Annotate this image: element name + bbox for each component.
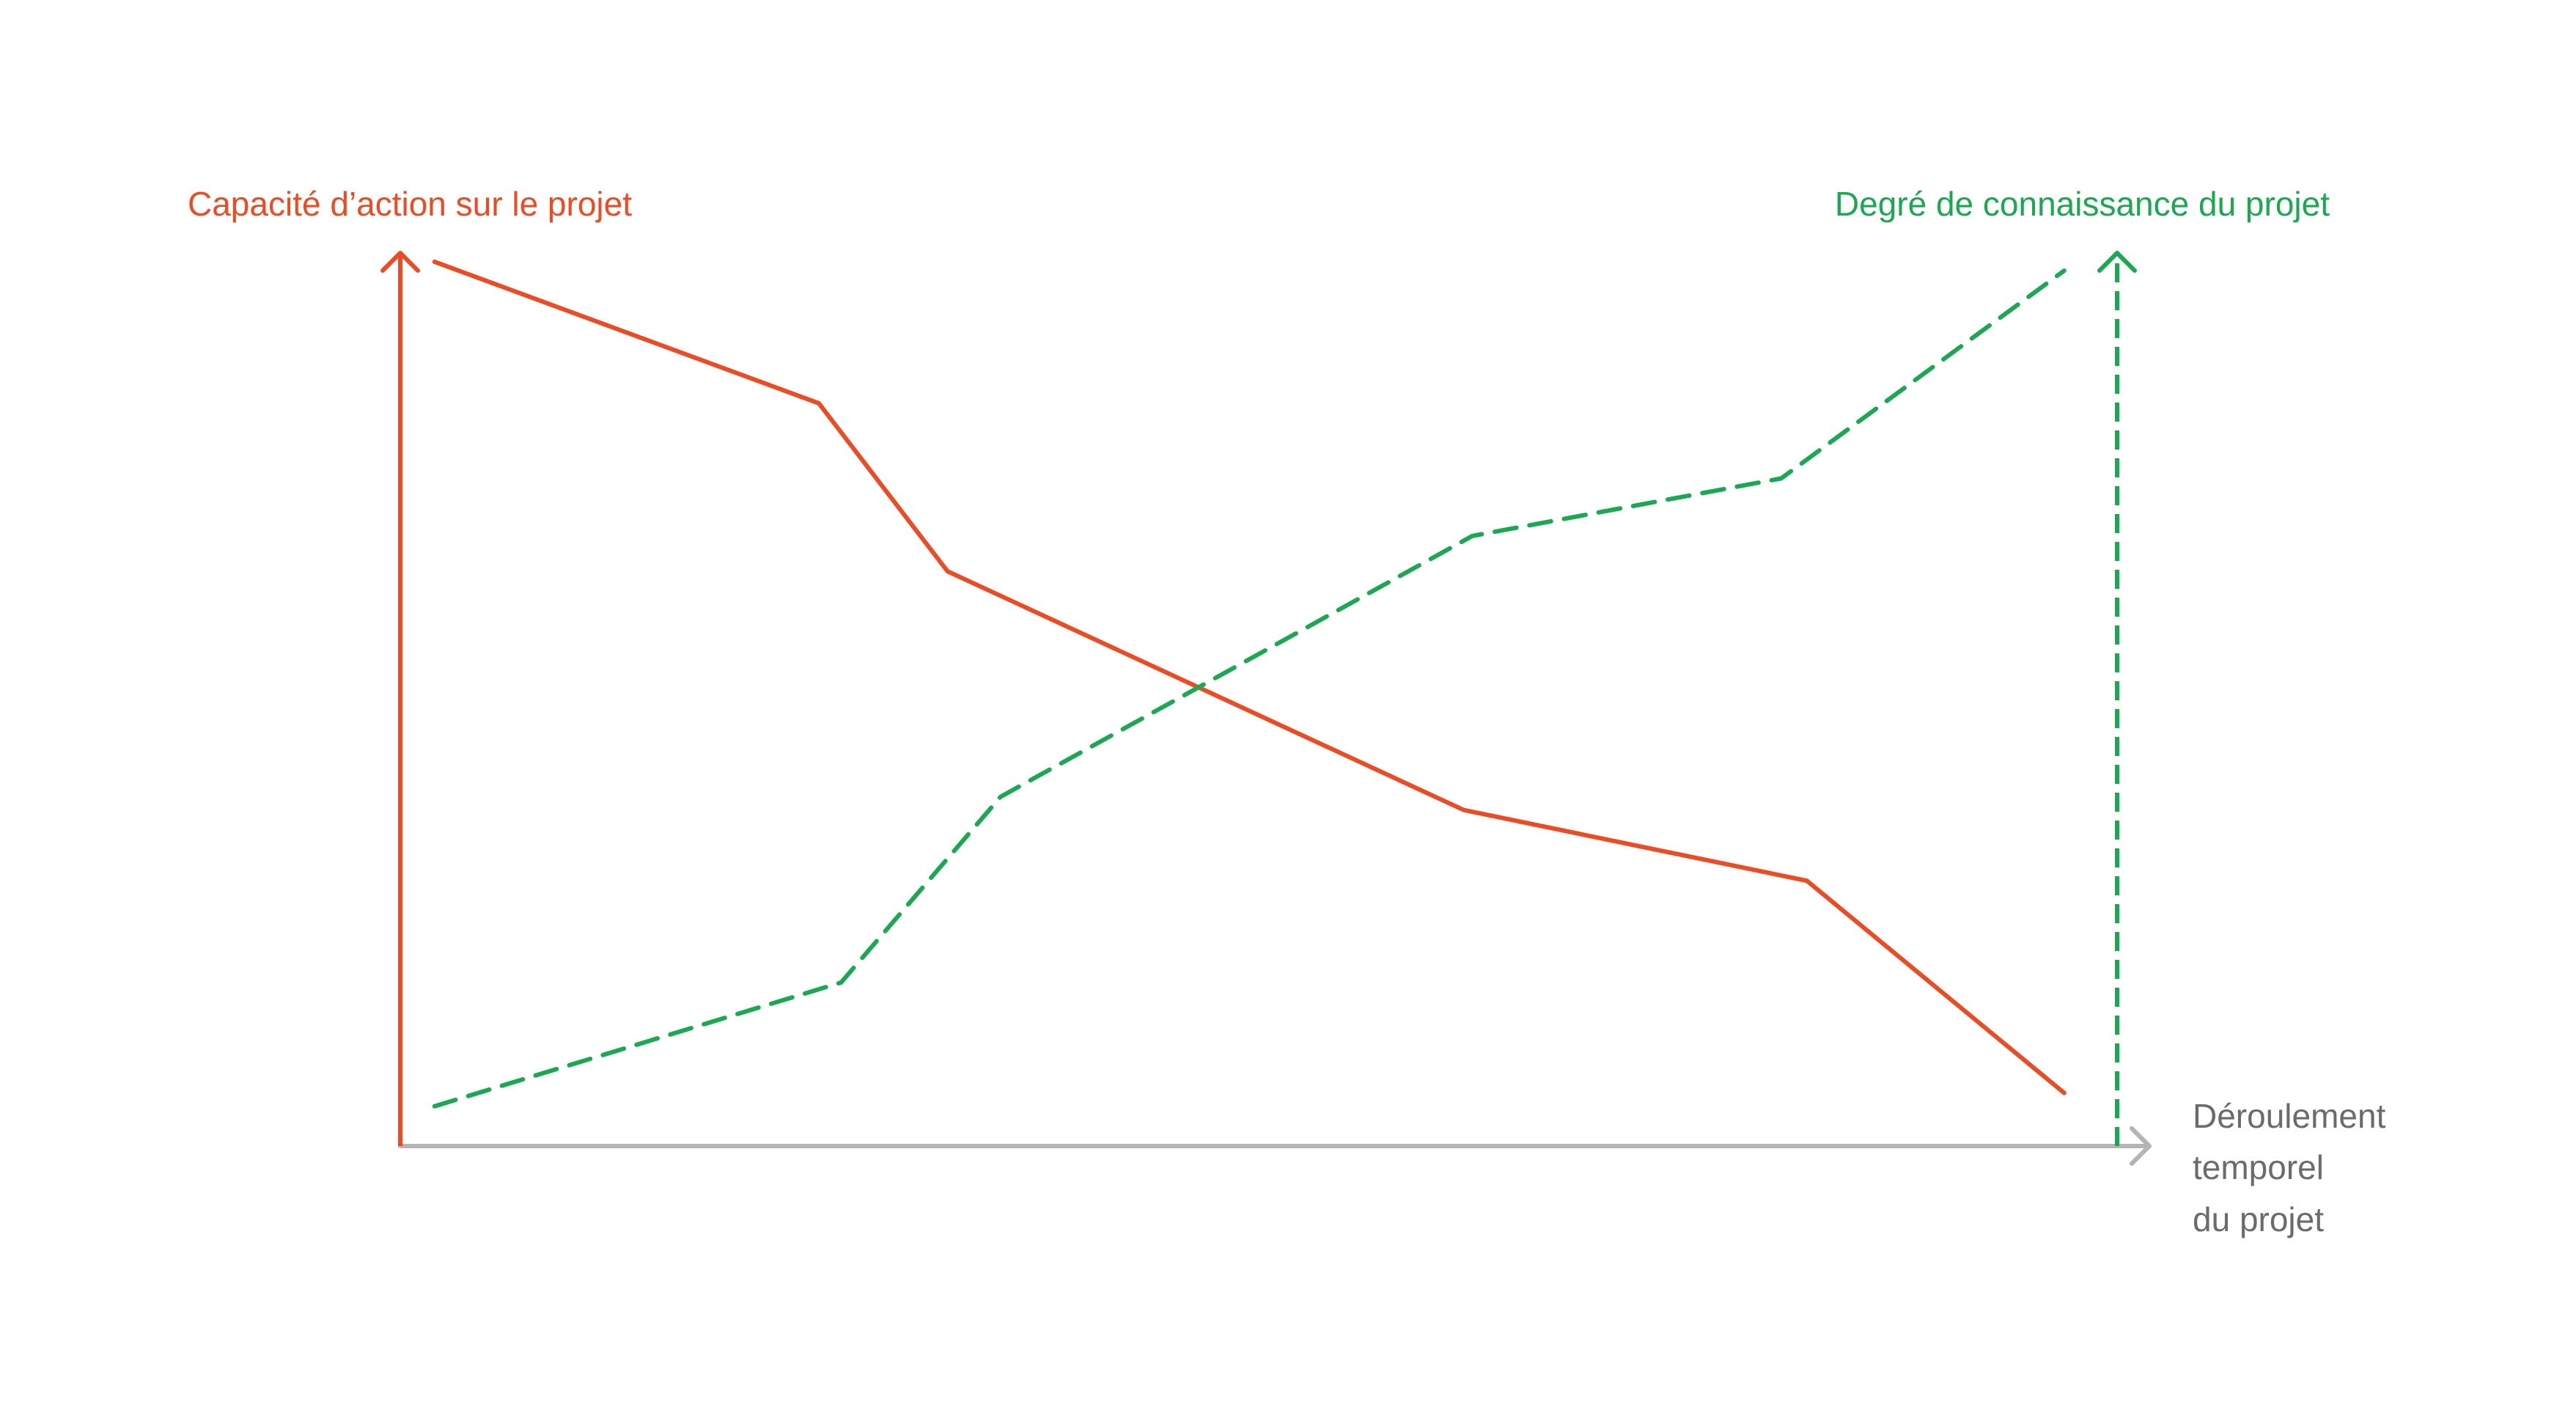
x-axis-label-line-3: du projet: [2193, 1200, 2324, 1238]
axes-layer: [380, 251, 2152, 1166]
y-right-axis-arrowhead: [2097, 251, 2137, 273]
series-line-2: [432, 268, 2067, 1109]
y-left-axis-label: Capacité d’action sur le projet: [188, 185, 632, 223]
y-right-axis-label: Degré de connaissance du projet: [1835, 185, 2330, 223]
series-layer: [432, 260, 2067, 1109]
x-axis-label-line-1: Déroulement: [2193, 1097, 2386, 1135]
x-axis-arrowhead: [2130, 1126, 2152, 1166]
series-line-1: [432, 260, 2067, 1095]
y-left-axis-arrowhead: [380, 251, 420, 273]
x-axis-label-line-2: temporel: [2193, 1148, 2324, 1186]
